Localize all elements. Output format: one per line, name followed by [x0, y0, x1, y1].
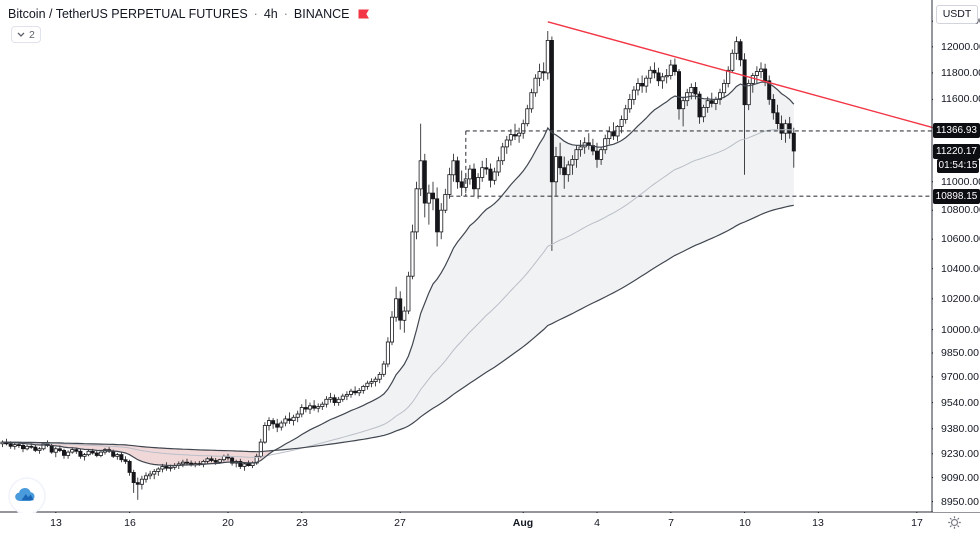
price-tick-label: 10600.00 — [941, 233, 980, 245]
time-tick-label: 23 — [296, 517, 308, 529]
price-tick-label: 10200.00 — [941, 293, 980, 305]
price-tick-label: 9540.00 — [941, 397, 979, 409]
price-tick-label: 11000.00 — [941, 176, 980, 188]
candle-countdown-badge: 01:54:15 — [937, 159, 979, 173]
price-axis[interactable]: 12200.0012000.0011800.0011600.0011000.00… — [933, 0, 980, 512]
time-tick-label: 20 — [222, 517, 234, 529]
level-price-badge-low: 10898.15 — [933, 189, 980, 204]
time-tick-label: Aug — [512, 517, 534, 529]
ma-slow-line — [2, 204, 794, 453]
time-tick-label: 10 — [739, 517, 751, 529]
price-tick-label: 10800.00 — [941, 204, 980, 216]
time-axis[interactable]: 13 16 20 23 27 Aug 4 7 10 13 17 — [0, 513, 980, 535]
settings-gear-icon[interactable] — [947, 515, 962, 535]
trendline[interactable] — [547, 21, 934, 129]
price-tick-label: 11600.00 — [941, 93, 980, 105]
symbol-title[interactable]: Bitcoin / TetherUS PERPETUAL FUTURES — [8, 7, 248, 21]
header-separator: · — [253, 7, 258, 21]
time-tick-label: 13 — [812, 517, 824, 529]
ma-mid-line — [2, 129, 794, 458]
flag-icon[interactable] — [357, 8, 370, 21]
ma-ribbon-fill — [2, 82, 794, 466]
time-tick-label: 7 — [668, 517, 674, 529]
price-tick-label: 9700.00 — [941, 371, 979, 383]
time-tick-label: 27 — [394, 517, 406, 529]
symbol-header[interactable]: Bitcoin / TetherUS PERPETUAL FUTURES · 4… — [8, 7, 370, 21]
price-tick-label: 8950.00 — [941, 496, 979, 508]
time-tick-label: 16 — [124, 517, 136, 529]
price-tick-label: 11800.00 — [941, 67, 980, 79]
indicators-count: 2 — [29, 28, 35, 41]
time-tick-label: 4 — [594, 517, 600, 529]
level-price-badge-high: 11366.93 — [933, 123, 980, 138]
watermark-logo — [8, 477, 46, 520]
ma-fast-line — [2, 81, 795, 467]
price-tick-label: 10000.00 — [941, 324, 980, 336]
price-tick-label: 9090.00 — [941, 472, 979, 484]
time-tick-label: 17 — [911, 517, 923, 529]
exchange-label: BINANCE — [293, 7, 350, 21]
indicators-collapse-button[interactable]: 2 — [11, 26, 41, 43]
price-tick-label: 12000.00 — [941, 41, 980, 53]
logo-mountain — [21, 494, 34, 501]
chevron-down-icon — [17, 32, 25, 37]
interval-label[interactable]: 4h — [263, 7, 278, 21]
price-tick-label: 9850.00 — [941, 347, 979, 359]
price-tick-label: 9380.00 — [941, 423, 979, 435]
header-separator: · — [283, 7, 288, 21]
price-tick-label: 9230.00 — [941, 448, 979, 460]
currency-toggle-button[interactable]: USDT — [936, 5, 978, 24]
last-price-badge: 11220.17 — [933, 144, 980, 159]
price-tick-label: 10400.00 — [941, 263, 980, 275]
candlestick-series — [0, 31, 796, 500]
time-tick-label: 13 — [50, 517, 62, 529]
